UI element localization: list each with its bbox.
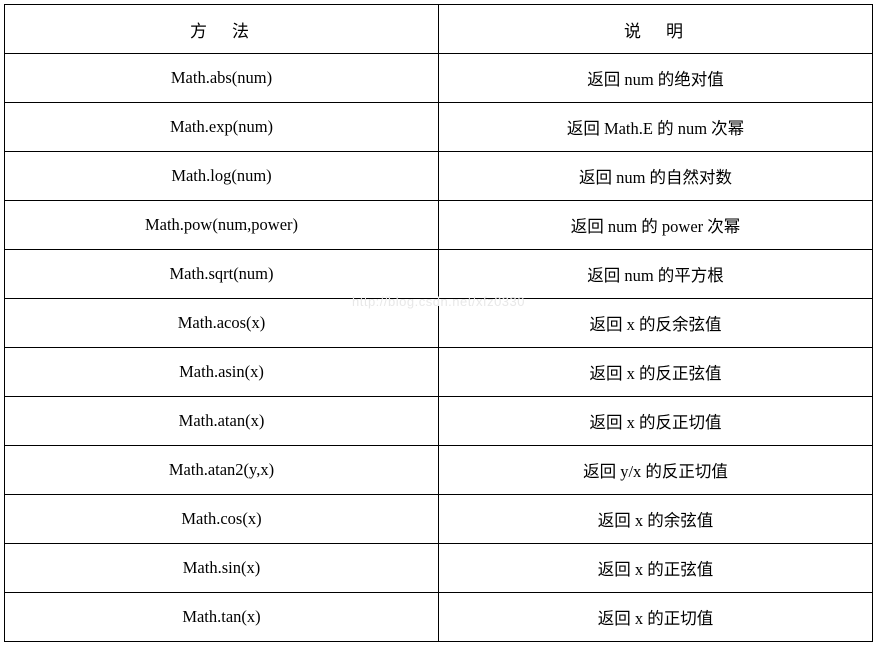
cell-method: Math.exp(num) — [5, 103, 439, 152]
cell-description: 返回 num 的绝对值 — [439, 54, 873, 103]
cell-description: 返回 num 的 power 次幂 — [439, 201, 873, 250]
cell-method: Math.atan2(y,x) — [5, 446, 439, 495]
table-row: Math.sqrt(num) 返回 num 的平方根 — [5, 250, 873, 299]
cell-method: Math.atan(x) — [5, 397, 439, 446]
cell-description: 返回 y/x 的反正切值 — [439, 446, 873, 495]
cell-method: Math.tan(x) — [5, 593, 439, 642]
table-row: Math.pow(num,power) 返回 num 的 power 次幂 — [5, 201, 873, 250]
cell-description: 返回 num 的平方根 — [439, 250, 873, 299]
cell-description: 返回 x 的反正切值 — [439, 397, 873, 446]
cell-description: 返回 num 的自然对数 — [439, 152, 873, 201]
cell-method: Math.pow(num,power) — [5, 201, 439, 250]
math-methods-table: 方 法 说 明 Math.abs(num) 返回 num 的绝对值 Math.e… — [4, 4, 873, 642]
table-row: Math.sin(x) 返回 x 的正弦值 — [5, 544, 873, 593]
cell-description: 返回 x 的正弦值 — [439, 544, 873, 593]
cell-method: Math.cos(x) — [5, 495, 439, 544]
cell-method: Math.asin(x) — [5, 348, 439, 397]
cell-method: Math.sqrt(num) — [5, 250, 439, 299]
table-container: http://blog.csdn.net/xfz0330 方 法 说 明 Mat… — [4, 4, 873, 642]
table-row: Math.acos(x) 返回 x 的反余弦值 — [5, 299, 873, 348]
table-header-row: 方 法 说 明 — [5, 5, 873, 54]
cell-description: 返回 x 的反正弦值 — [439, 348, 873, 397]
table-row: Math.log(num) 返回 num 的自然对数 — [5, 152, 873, 201]
cell-description: 返回 x 的余弦值 — [439, 495, 873, 544]
table-row: Math.tan(x) 返回 x 的正切值 — [5, 593, 873, 642]
table-row: Math.atan2(y,x) 返回 y/x 的反正切值 — [5, 446, 873, 495]
table-body: Math.abs(num) 返回 num 的绝对值 Math.exp(num) … — [5, 54, 873, 642]
cell-description: 返回 Math.E 的 num 次幂 — [439, 103, 873, 152]
cell-method: Math.log(num) — [5, 152, 439, 201]
table-row: Math.abs(num) 返回 num 的绝对值 — [5, 54, 873, 103]
table-row: Math.asin(x) 返回 x 的反正弦值 — [5, 348, 873, 397]
table-row: Math.cos(x) 返回 x 的余弦值 — [5, 495, 873, 544]
cell-method: Math.acos(x) — [5, 299, 439, 348]
cell-method: Math.abs(num) — [5, 54, 439, 103]
column-header-method: 方 法 — [5, 5, 439, 54]
table-row: Math.atan(x) 返回 x 的反正切值 — [5, 397, 873, 446]
cell-description: 返回 x 的正切值 — [439, 593, 873, 642]
cell-description: 返回 x 的反余弦值 — [439, 299, 873, 348]
cell-method: Math.sin(x) — [5, 544, 439, 593]
column-header-description: 说 明 — [439, 5, 873, 54]
table-row: Math.exp(num) 返回 Math.E 的 num 次幂 — [5, 103, 873, 152]
